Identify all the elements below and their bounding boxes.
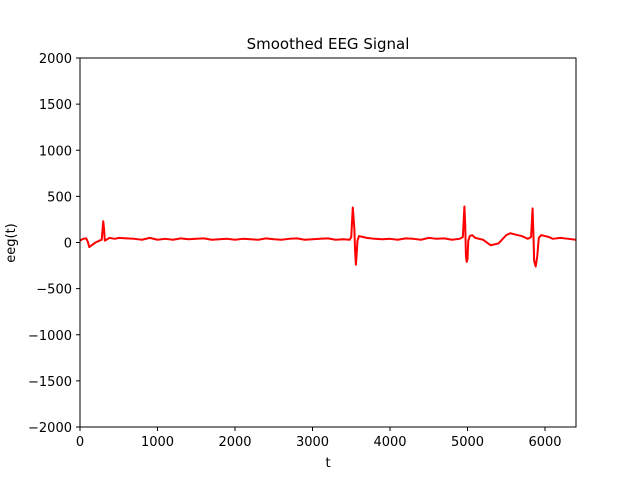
x-axis: 0 1000 2000 3000 4000 5000 6000 [76, 427, 562, 450]
y-tick-label: −1000 [28, 329, 72, 344]
x-tick-label: 2000 [218, 435, 251, 450]
x-tick-label: 6000 [528, 435, 561, 450]
y-tick-label: −500 [36, 283, 72, 298]
y-tick-label: −2000 [28, 421, 72, 436]
x-tick-label: 1000 [141, 435, 174, 450]
y-axis: −2000 −1500 −1000 −500 0 500 1000 1500 2000 [28, 52, 80, 436]
x-tick-label: 3000 [296, 435, 329, 450]
y-axis-label: eeg(t) [4, 223, 19, 263]
x-tick-label: 5000 [451, 435, 484, 450]
chart-title: Smoothed EEG Signal [247, 35, 410, 53]
x-tick-label: 4000 [373, 435, 406, 450]
series-line-0 [79, 205, 577, 268]
y-tick-label: 0 [64, 237, 72, 252]
y-tick-label: −1500 [28, 375, 72, 390]
y-tick-label: 1000 [39, 144, 72, 159]
y-tick-label: 1500 [39, 98, 72, 113]
x-tick-label: 0 [76, 435, 84, 450]
y-tick-label: 2000 [39, 52, 72, 67]
y-tick-label: 500 [47, 190, 72, 205]
x-axis-label: t [325, 456, 330, 471]
